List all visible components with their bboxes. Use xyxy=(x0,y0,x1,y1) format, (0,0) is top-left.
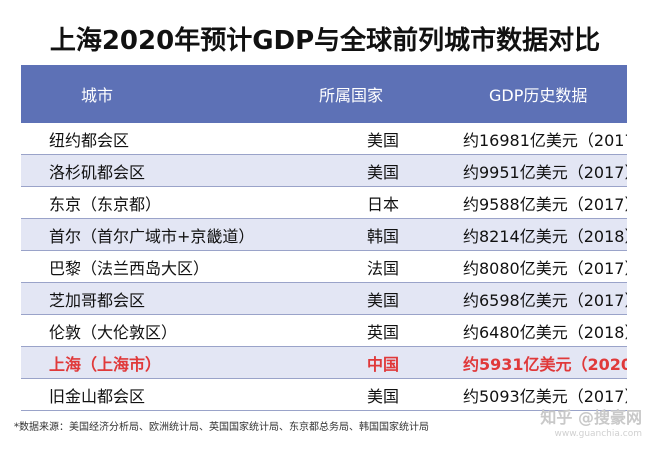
gdp-comparison-table: 城市 所属国家 GDP历史数据 纽约都会区 美国 约16981亿美元（2017）… xyxy=(21,65,627,411)
table-row: 芝加哥都会区 美国 约6598亿美元（2017） xyxy=(21,282,627,315)
watermark-url: www.guanchia.com xyxy=(554,429,642,439)
watermark: 知乎 @搜豪网 www.guanchia.com xyxy=(540,410,642,442)
gdp-cell: 约16981亿美元（2017） xyxy=(447,123,627,155)
country-cell: 美国 xyxy=(319,123,447,155)
city-cell: 东京（东京都） xyxy=(21,186,319,219)
gdp-cell: 约5093亿美元（2017） xyxy=(447,378,627,411)
country-cell: 法国 xyxy=(319,250,447,283)
table-row: 伦敦（大伦敦区） 英国 约6480亿美元（2018） xyxy=(21,314,627,347)
column-header-city: 城市 xyxy=(21,65,319,123)
country-cell: 中国 xyxy=(319,346,447,379)
table-row: 巴黎（法兰西岛大区） 法国 约8080亿美元（2017） xyxy=(21,250,627,283)
column-header-country: 所属国家 xyxy=(319,65,447,123)
gdp-cell: 约9951亿美元（2017） xyxy=(447,154,627,187)
country-cell: 英国 xyxy=(319,314,447,347)
country-cell: 日本 xyxy=(319,186,447,219)
column-header-gdp: GDP历史数据 xyxy=(447,65,627,123)
city-cell: 纽约都会区 xyxy=(21,123,319,155)
table-row-highlighted: 上海（上海市） 中国 约5931亿美元（2020预计） xyxy=(21,346,627,379)
table-row: 纽约都会区 美国 约16981亿美元（2017） xyxy=(21,123,627,155)
country-cell: 韩国 xyxy=(319,218,447,251)
gdp-cell: 约8080亿美元（2017） xyxy=(447,250,627,283)
city-cell: 洛杉矶都会区 xyxy=(21,154,319,187)
table-header-row: 城市 所属国家 GDP历史数据 xyxy=(21,65,627,123)
table-row: 旧金山都会区 美国 约5093亿美元（2017） xyxy=(21,378,627,411)
country-cell: 美国 xyxy=(319,378,447,411)
data-source-footnote: *数据来源：美国经济分析局、欧洲统计局、英国国家统计局、东京都总务局、韩国国家统… xyxy=(14,422,429,433)
city-cell: 旧金山都会区 xyxy=(21,378,319,411)
city-cell: 首尔（首尔广域市+京畿道） xyxy=(21,218,319,251)
table-row: 洛杉矶都会区 美国 约9951亿美元（2017） xyxy=(21,154,627,187)
page-title: 上海2020年预计GDP与全球前列城市数据对比 xyxy=(49,26,601,56)
watermark-main: 知乎 @搜豪网 xyxy=(540,408,642,427)
country-cell: 美国 xyxy=(319,154,447,187)
gdp-cell: 约8214亿美元（2018） xyxy=(447,218,627,251)
city-cell: 伦敦（大伦敦区） xyxy=(21,314,319,347)
gdp-cell: 约9588亿美元（2017） xyxy=(447,186,627,219)
gdp-cell: 约5931亿美元（2020预计） xyxy=(447,346,627,379)
table-row: 首尔（首尔广域市+京畿道） 韩国 约8214亿美元（2018） xyxy=(21,218,627,251)
gdp-cell: 约6480亿美元（2018） xyxy=(447,314,627,347)
city-cell: 芝加哥都会区 xyxy=(21,282,319,315)
city-cell: 巴黎（法兰西岛大区） xyxy=(21,250,319,283)
table-row: 东京（东京都） 日本 约9588亿美元（2017） xyxy=(21,186,627,219)
gdp-cell: 约6598亿美元（2017） xyxy=(447,282,627,315)
country-cell: 美国 xyxy=(319,282,447,315)
city-cell: 上海（上海市） xyxy=(21,346,319,379)
